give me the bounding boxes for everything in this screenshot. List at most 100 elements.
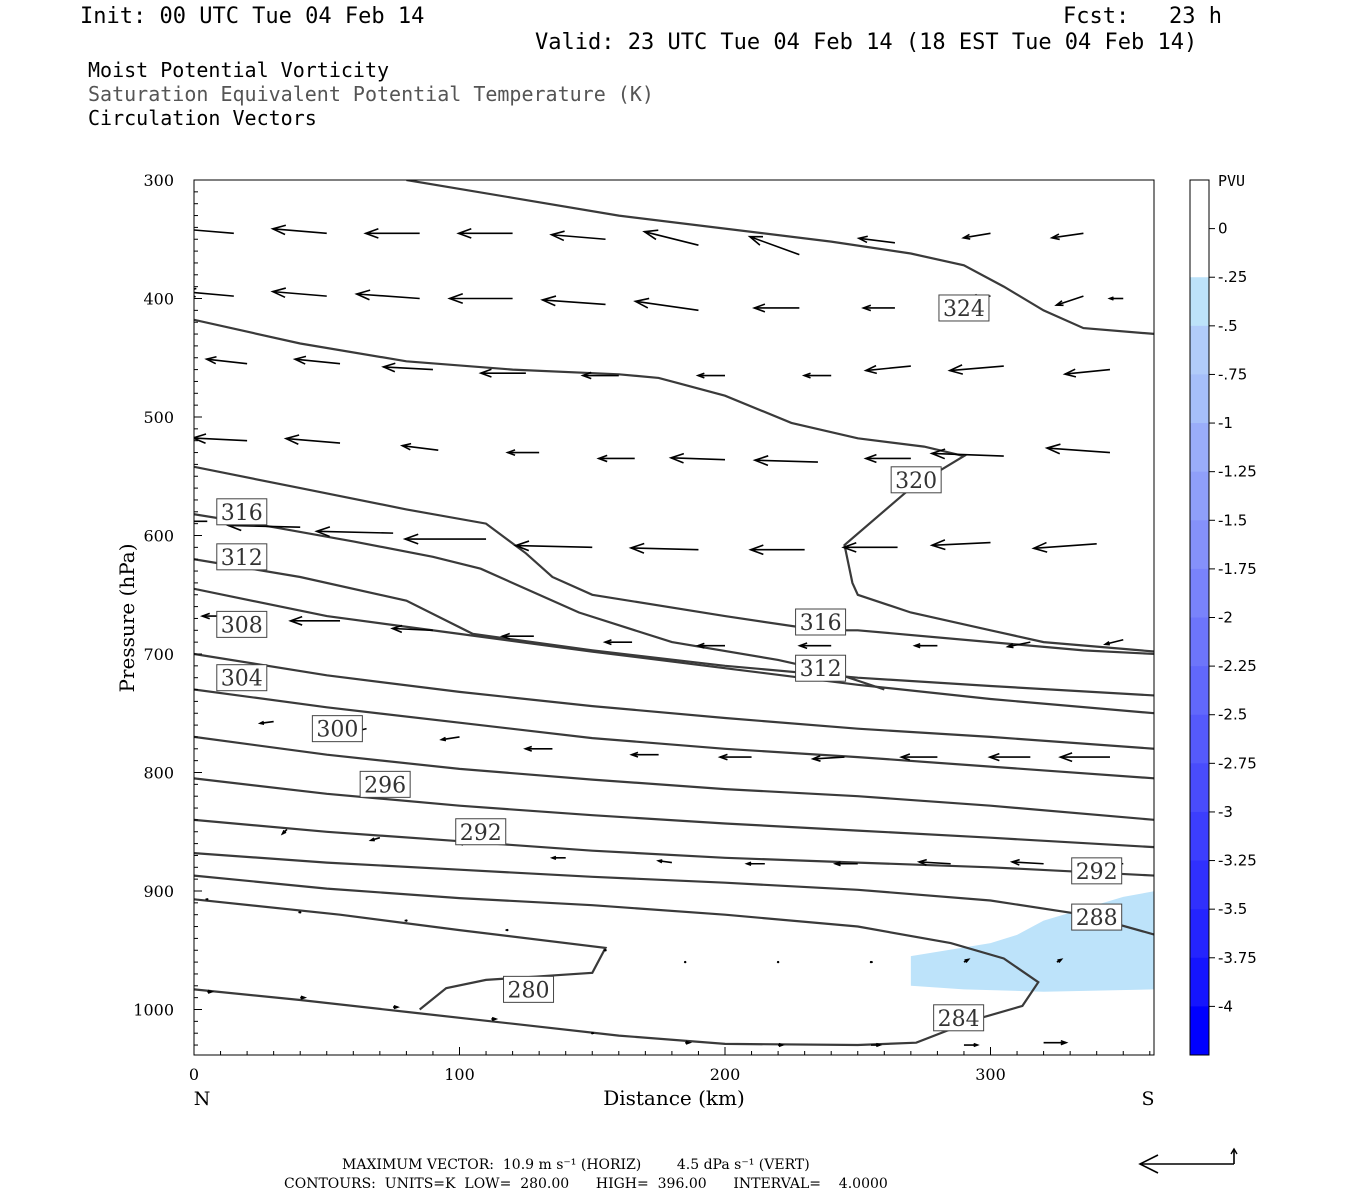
contour-label-284: 284 (938, 1007, 980, 1032)
vector-head (929, 448, 946, 460)
colorbar-tick-label: -.25 (1218, 268, 1247, 286)
vector-head (916, 858, 927, 866)
x-tick-label: 100 (444, 1065, 475, 1084)
vector-head (752, 455, 769, 467)
contours-note: CONTOURS: UNITS=K LOW= 280.00 HIGH= 396.… (284, 1176, 888, 1192)
vector-shaft (963, 232, 991, 239)
contour-labels: 280 284 288 292 292 296 300 304 308 312 312 316 316 3… (216, 294, 1123, 1032)
vector-head (717, 753, 728, 761)
colorbar-swatch (1190, 909, 1209, 959)
vector-head (1062, 368, 1077, 378)
vector-head (656, 859, 663, 864)
field-title-theta-es: Saturation Equivalent Potential Temperat… (88, 82, 654, 106)
vector-head (1057, 958, 1064, 964)
vector-head (748, 544, 764, 556)
colorbar-tick-label: -.75 (1218, 365, 1247, 383)
vector-shaft (644, 230, 699, 246)
vector-head (810, 755, 821, 762)
theta-es-contours (194, 180, 1154, 1047)
y-tick-label: 300 (143, 171, 174, 190)
vector-arrow (963, 958, 971, 964)
vector-arrow (1044, 443, 1111, 455)
vector-arrow (1049, 232, 1084, 241)
vector-arrow (390, 624, 433, 634)
colorbar-swatch (1190, 617, 1209, 667)
vector-head (478, 368, 492, 378)
vector-arrow (549, 230, 606, 242)
colorbar-tick-label: -1.75 (1218, 560, 1257, 578)
vector-shaft (441, 736, 460, 741)
vector-head (513, 540, 530, 552)
vector-shaft (1064, 368, 1111, 375)
vector-head (399, 442, 412, 451)
vector-head (390, 624, 403, 634)
vector-head (456, 227, 472, 239)
vector-arrow (591, 1032, 595, 1035)
y-tick-label: 500 (143, 408, 174, 427)
vector-head (257, 720, 265, 725)
x-axis-label: Distance (km) (603, 1086, 745, 1110)
contour-312 (194, 558, 1154, 697)
vector-head (629, 751, 639, 758)
contour-label-box-312 (795, 654, 847, 682)
contour-label-box-316 (795, 608, 847, 636)
contour-316 (194, 465, 805, 629)
contour-292 (194, 777, 1154, 849)
vector-head (491, 1016, 499, 1022)
contour-304 (194, 652, 1154, 750)
vector-arrow (194, 287, 234, 298)
colorbar-swatch (1190, 423, 1209, 473)
contour-label-box-320 (890, 466, 942, 494)
vector-arrow (916, 858, 951, 866)
vector-head (363, 227, 379, 239)
vector-head (283, 434, 300, 445)
vector-shaft (356, 293, 420, 300)
vector-arrow (797, 642, 832, 650)
vector-shaft (272, 290, 327, 297)
vector-arrow (929, 448, 1004, 460)
vector-arrow (752, 455, 818, 467)
contour-label-box-280 (503, 975, 555, 1003)
x-tick-label: 0 (189, 1065, 199, 1084)
vector-dot (869, 960, 873, 964)
contour-label-304: 304 (221, 667, 263, 692)
vector-arrow (292, 355, 341, 365)
vector-arrow (656, 859, 673, 864)
vector-arrow (929, 539, 991, 551)
vector-head (695, 642, 705, 649)
vector-head (628, 542, 645, 554)
vector-arrow (685, 1040, 693, 1045)
colorbar-swatch (1190, 714, 1209, 764)
colorbar-swatch (1190, 471, 1209, 521)
vector-arrow (283, 434, 341, 445)
contour-label-288: 288 (1076, 906, 1118, 931)
vector-head (797, 642, 808, 650)
vector-head (204, 355, 217, 365)
vector-head (505, 449, 516, 457)
vector-arrow (1056, 958, 1064, 964)
colorbar-tick-label: -1.25 (1218, 463, 1257, 481)
colorbar-tick-label: -1.5 (1218, 511, 1247, 529)
vector-shaft (206, 358, 248, 365)
vector-shaft (551, 233, 606, 241)
y-tick-label: 600 (143, 527, 174, 546)
vector-arrow (856, 235, 896, 244)
vector-head (695, 372, 705, 379)
vector-shaft (1007, 641, 1031, 648)
vector-shaft (194, 437, 248, 442)
vector-shaft (194, 291, 234, 297)
vector-head (381, 362, 396, 373)
vector-dot (591, 1032, 594, 1035)
field-title-vectors: Circulation Vectors (88, 106, 317, 130)
contour-296 (194, 735, 1154, 821)
vector-shaft (749, 235, 800, 256)
vector-arrow (381, 362, 433, 373)
vector-arrow (1058, 752, 1110, 763)
vector-arrow (402, 533, 487, 545)
vector-shaft (542, 299, 606, 306)
vector-head (199, 612, 210, 620)
vector-arrow (204, 355, 248, 365)
contour-label-box-316 (216, 498, 268, 526)
vector-dot (683, 960, 687, 964)
contour-316 (804, 629, 1154, 656)
